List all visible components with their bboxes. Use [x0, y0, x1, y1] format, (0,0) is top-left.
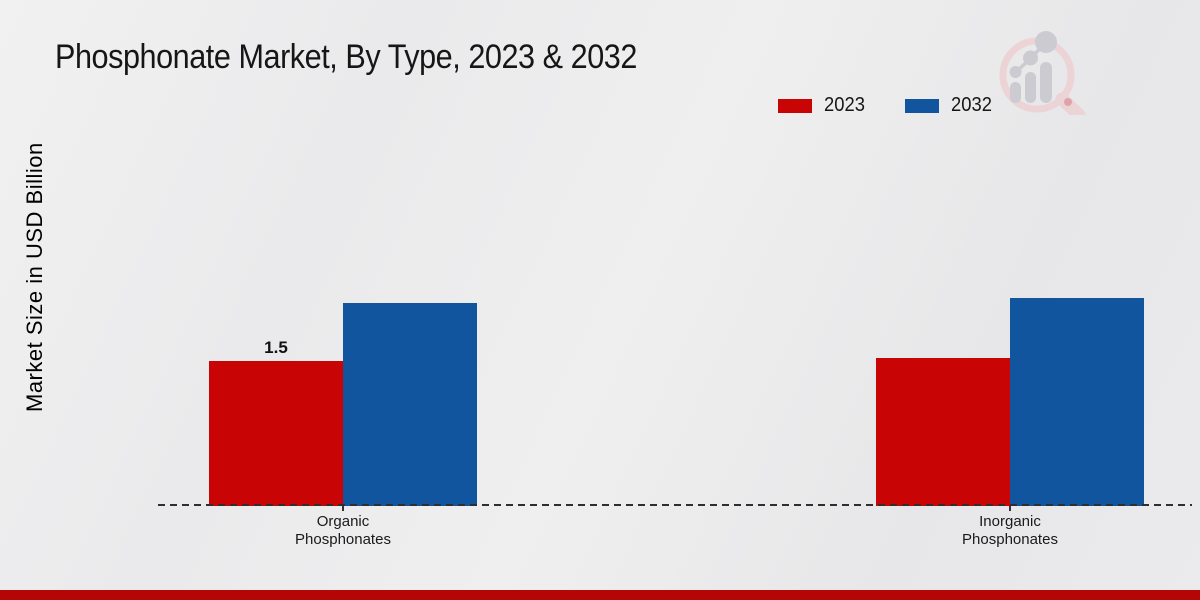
bar-2023-organic-phosphonates — [209, 361, 343, 506]
bar-2032-inorganic-phosphonates — [1010, 298, 1144, 506]
legend-label-2032: 2032 — [950, 94, 992, 116]
bar-2032-organic-phosphonates — [343, 303, 477, 506]
legend-label-2023: 2023 — [824, 94, 865, 116]
x-tick-label-line: Phosphonates — [295, 531, 391, 548]
bar-2023-inorganic-phosphonates — [876, 358, 1010, 506]
x-tick-label-line: Phosphonates — [962, 531, 1058, 548]
footer-stripe — [0, 590, 1200, 600]
legend-swatch-2032-icon — [904, 98, 939, 113]
legend-item-2023: 2023 — [778, 94, 869, 117]
legend-item-2032: 2032 — [904, 94, 996, 117]
x-axis-tick-organic — [342, 506, 344, 511]
magnifier-bar-chart-watermark-icon — [999, 31, 1086, 115]
x-axis-baseline — [158, 504, 1192, 506]
x-tick-label-line: Inorganic — [979, 513, 1041, 530]
x-axis-tick-inorganic — [1009, 506, 1011, 511]
x-tick-label-line: Organic — [316, 513, 370, 530]
bar-value-label: 1.5 — [264, 338, 288, 357]
chart-title: Phosphonate Market, By Type, 2023 & 2032 — [55, 38, 637, 76]
x-tick-label-organic: Organic Phosphonates — [243, 513, 443, 549]
legend: 2023 2032 — [778, 94, 995, 117]
legend-swatch-2023-icon — [778, 98, 812, 113]
x-tick-label-inorganic: Inorganic Phosphonates — [910, 513, 1110, 549]
